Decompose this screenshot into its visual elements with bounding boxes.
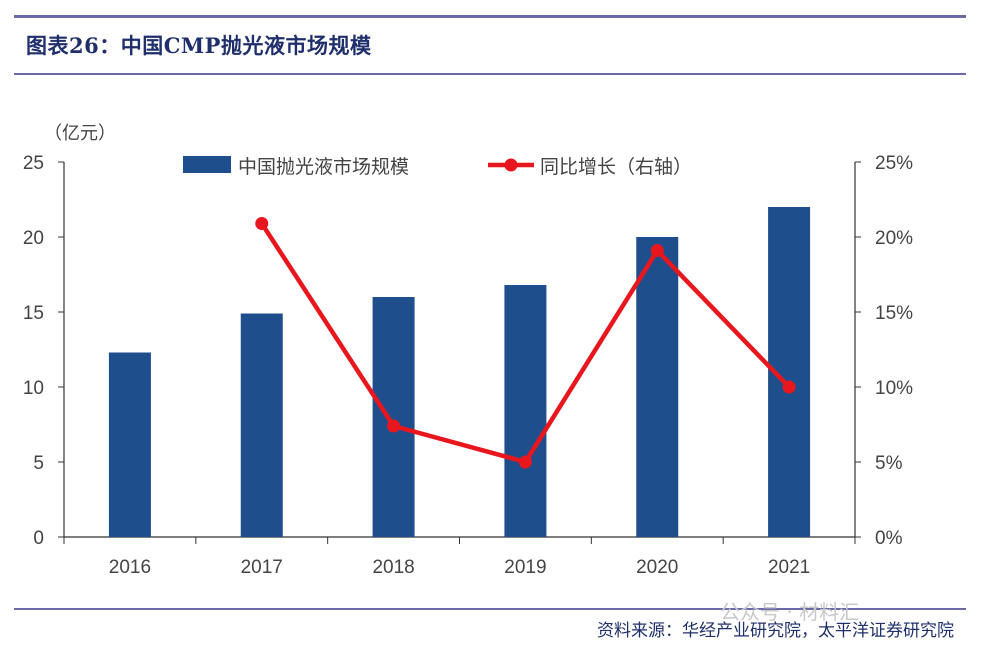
bar	[504, 285, 547, 537]
y-tick-label: 25	[23, 153, 44, 174]
legend-swatch-marker	[504, 158, 518, 172]
growth-point	[782, 380, 796, 394]
legend-swatch-bar	[183, 156, 231, 173]
y2-tick-label: 20%	[875, 228, 913, 249]
legend-label-line: 同比增长（右轴）	[540, 156, 692, 178]
x-tick-label: 2017	[241, 557, 283, 578]
bar	[636, 237, 679, 537]
source-note: 资料来源：华经产业研究院，太平洋证券研究院	[597, 621, 954, 641]
y2-tick-label: 25%	[875, 153, 913, 174]
bottom-rule	[14, 608, 966, 610]
x-tick-label: 2020	[636, 557, 678, 578]
top-rule	[14, 15, 966, 18]
growth-point	[650, 244, 664, 257]
legend-label-bar: 中国抛光液市场规模	[238, 156, 409, 178]
y-tick-label: 20	[23, 228, 44, 249]
x-tick-label: 2016	[109, 557, 151, 578]
x-tick-label: 2018	[372, 557, 414, 578]
watermark: 公众号 · 材料汇	[720, 600, 860, 624]
title-rule	[14, 73, 966, 75]
y-tick-label: 10	[23, 378, 44, 399]
y-tick-label: 0	[33, 528, 44, 549]
y2-tick-label: 15%	[875, 303, 913, 324]
x-tick-label: 2021	[768, 557, 810, 578]
bar	[372, 297, 415, 537]
y2-tick-label: 0%	[875, 528, 903, 549]
growth-point	[387, 419, 401, 433]
y-tick-label: 5	[33, 453, 44, 474]
growth-point	[255, 217, 269, 230]
y-unit-label: （亿元）	[44, 123, 116, 144]
bar	[108, 352, 151, 537]
y2-tick-label: 5%	[875, 453, 903, 474]
y2-tick-label: 10%	[875, 378, 913, 399]
y-tick-label: 15	[23, 303, 44, 324]
growth-point	[518, 455, 532, 469]
bar	[240, 313, 283, 537]
figure-title: 图表26：中国CMP抛光液市场规模	[26, 33, 372, 58]
x-tick-label: 2019	[504, 557, 546, 578]
